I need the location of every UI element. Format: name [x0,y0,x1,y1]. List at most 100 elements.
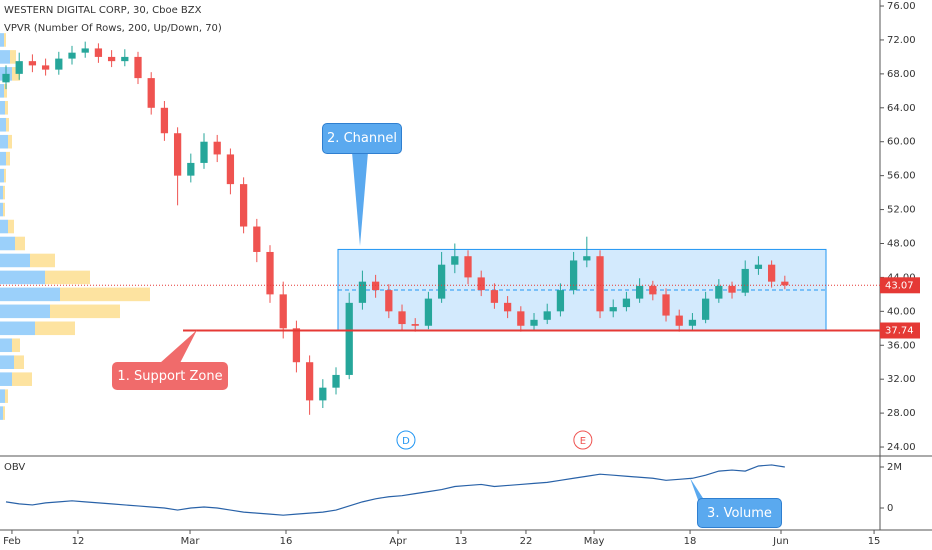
profile-up [0,406,3,420]
profile-up [0,338,12,353]
candle-body [635,285,644,299]
y-tick-label: 36.00 [887,340,916,351]
profile-down [6,151,10,166]
profile-up [0,321,35,336]
candle-body [2,73,10,83]
candle-body [134,56,142,79]
x-tick-label: Feb [3,536,21,547]
candle-body [358,281,367,303]
candle-body [107,56,116,62]
candle-body [226,154,235,185]
candle-body [371,281,380,291]
callout-support: 1. Support Zone [112,362,228,390]
candle-body [728,285,736,293]
profile-up [0,50,10,64]
profile-up [0,151,6,166]
profile-up [0,287,60,302]
obv-title: OBV [4,462,25,473]
x-tick-label: Apr [389,536,407,547]
candle-body [81,48,89,53]
y-tick-label: 2M [887,462,902,473]
x-tick-label: May [584,536,605,547]
candle-body [503,302,512,312]
candle-body [715,285,723,299]
profile-up [0,168,4,183]
candle-body [583,256,591,261]
candle-body [596,256,604,312]
candle-body [200,141,208,163]
pointer-channel [352,152,368,246]
candle-body [68,52,76,59]
profile-up [0,389,5,403]
x-tick-label: 18 [684,536,697,547]
y-tick-label: 24.00 [887,442,916,453]
candle-body [160,107,169,134]
candle-body [701,298,710,320]
event-label: D [402,436,410,447]
profile-up [0,219,8,234]
x-tick-label: 15 [868,536,881,547]
candle-body [292,328,301,363]
candle-body [741,268,749,293]
profile-down [12,372,32,386]
candle-body [530,319,538,326]
profile-up [0,185,3,200]
candle-body [517,311,525,326]
candle-body [398,311,406,325]
candle-body [688,319,697,326]
candle-body [609,307,617,312]
x-tick-label: Mar [181,536,201,547]
candle-body [121,56,129,62]
y-tick-label: 28.00 [887,408,916,419]
candle-body [754,264,763,269]
y-tick-label: 68.00 [887,69,916,80]
candle-body [55,58,63,70]
profile-down [50,304,120,319]
indicator-title: VPVR (Number Of Rows, 200, Up/Down, 70) [4,23,222,34]
y-tick-label: 76.00 [887,1,916,12]
candle-body [437,264,446,299]
candle-body [187,162,195,176]
profile-down [3,406,5,420]
candle-body [411,324,419,326]
profile-down [5,389,8,403]
profile-down [3,185,5,200]
obv-line [5,464,785,516]
profile-up [0,355,14,370]
y-tick-label: 56.00 [887,171,916,182]
event-label: E [580,436,586,447]
profile-up [0,134,8,149]
profile-down [10,50,16,64]
candle-body [543,311,551,320]
candle-body [622,298,631,308]
candle-body [345,302,353,375]
candle-body [173,133,182,176]
candle-body [41,65,50,70]
candle-body [15,61,23,74]
candle-body [213,141,221,155]
candle-body [662,294,670,316]
profile-down [15,236,25,251]
profile-down [4,84,7,98]
x-tick-label: 16 [280,536,293,547]
candle-body [556,290,565,312]
profile-up [0,253,30,268]
candle-body [239,184,248,227]
profile-up [0,270,45,285]
candle-body [279,294,287,329]
profile-up [0,236,15,251]
profile-down [12,338,20,353]
support-label: 37.74 [885,326,914,337]
y-tick-label: 32.00 [887,374,916,385]
x-tick-label: 22 [520,536,533,547]
profile-down [14,355,24,370]
profile-down [45,270,90,285]
y-tick-label: 72.00 [887,35,916,46]
callout-channel: 2. Channel [322,123,402,154]
callout-volume: 3. Volume [697,498,782,528]
candle-body [490,290,499,303]
candle-body [305,362,314,401]
price-label: 43.07 [885,280,914,291]
profile-up [0,372,12,386]
